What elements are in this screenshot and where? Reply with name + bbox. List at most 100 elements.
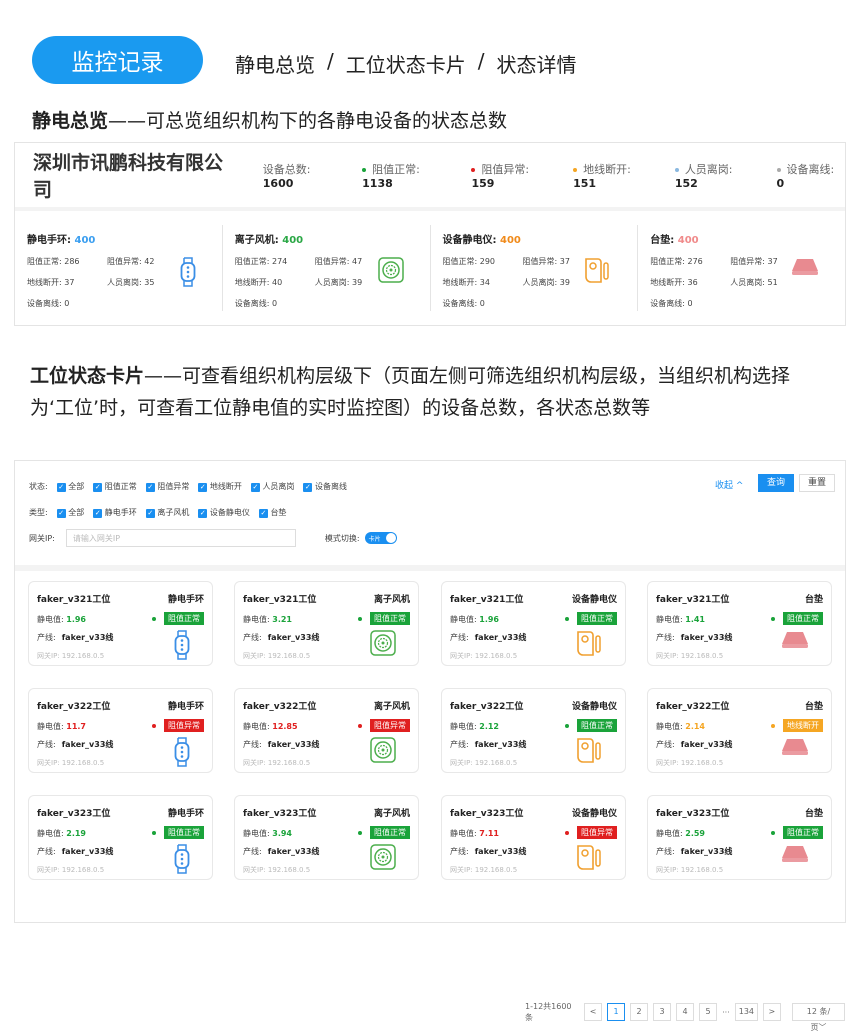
pagination: 1-12共1600条 < 1 2 3 4 5 ··· 134 > 12 条/页﹀ [525, 1001, 845, 1032]
type-checkbox-1[interactable]: ✓ 静电手环 [93, 507, 137, 518]
ion-fan-icon [370, 630, 396, 658]
gateway-ip: 网关IP: 192.168.0.5 [450, 866, 518, 874]
page-4[interactable]: 4 [676, 1003, 695, 1021]
device-stat: 地线断开: 37 [27, 278, 75, 287]
type-checkbox-3[interactable]: ✓ 设备静电仪 [198, 507, 250, 518]
checkbox-label: 阻值异常 [157, 482, 190, 491]
station-card[interactable]: faker_v322工位 台垫 静电值: 2.14 地线断开 产线: faker_… [647, 688, 832, 773]
static-value: 1.96 [66, 615, 86, 624]
device-stat-card: 离子风机: 400 阻值正常: 274 阻值异常: 47 地线断开: 40 人员离岗: … [223, 225, 431, 311]
static-meter-icon [575, 844, 603, 874]
table-mat-icon [781, 630, 809, 652]
table-mat-icon [781, 844, 809, 866]
station-card[interactable]: faker_v323工位 台垫 静电值: 2.59 阻值正常 产线: faker_… [647, 795, 832, 880]
status-checkbox-2[interactable]: ✓ 阻值异常 [145, 481, 190, 492]
collapse-button[interactable]: 收起 ^ [715, 481, 744, 491]
gateway-ip-input[interactable]: 请输入网关IP [65, 529, 296, 547]
status-dot [771, 723, 775, 728]
line-value: faker_v33线 [61, 633, 114, 642]
device-stat: 阻值异常: 37 [730, 257, 778, 266]
status-checkbox-1[interactable]: ✓ 阻值正常 [93, 481, 137, 492]
line-value: faker_v33线 [267, 847, 320, 856]
crumb-overview[interactable]: 静电总览 [235, 53, 315, 77]
crumb-sep: / [327, 49, 334, 73]
status-badge: 阻值异常 [577, 826, 617, 839]
reset-button[interactable]: 重置 [799, 474, 835, 492]
station-card[interactable]: faker_v321工位 静电手环 静电值: 1.96 阻值正常 产线: fake… [28, 581, 213, 666]
table-mat-icon [781, 737, 809, 759]
line-label: 产线: [656, 847, 675, 856]
page-1[interactable]: 1 [607, 1003, 626, 1021]
station-card[interactable]: faker_v323工位 离子风机 静电值: 3.94 阻值正常 产线: fake… [234, 795, 419, 880]
station-card[interactable]: faker_v323工位 静电手环 静电值: 2.19 阻值正常 产线: fake… [28, 795, 213, 880]
device-stats: 静电手环: 400 阻值正常: 286 阻值异常: 42 地线断开: 37 人员离岗: … [15, 211, 845, 325]
page-last[interactable]: 134 [734, 1003, 758, 1021]
next-page-button[interactable]: > [762, 1003, 781, 1021]
total-value: 1600 [262, 176, 294, 190]
pager-summary: 1-12共1600条 [525, 1002, 572, 1022]
status-checkbox-5[interactable]: ✓ 设备离线 [303, 481, 347, 492]
total-label: 阻值异常: [481, 162, 530, 176]
status-checkbox-4[interactable]: ✓ 人员离岗 [250, 481, 294, 492]
type-checkbox-4[interactable]: ✓ 台垫 [258, 507, 287, 518]
device-name: 台垫: [650, 235, 675, 246]
prev-page-button[interactable]: < [584, 1003, 603, 1021]
type-checkbox-2[interactable]: ✓ 离子风机 [145, 507, 189, 518]
type-checkbox-0[interactable]: ✓ 全部 [56, 507, 84, 518]
crumb-cards[interactable]: 工位状态卡片 [345, 53, 466, 77]
status-badge: 阻值正常 [577, 612, 617, 625]
device-stat: 设备离线: 0 [650, 299, 693, 308]
total-4: 人员离岗: 152 [674, 161, 759, 190]
ion-fan-icon [370, 737, 396, 765]
status-dot [152, 723, 156, 728]
gateway-ip: 网关IP: 192.168.0.5 [656, 652, 724, 660]
station-card[interactable]: faker_v321工位 离子风机 静电值: 3.21 阻值正常 产线: fake… [234, 581, 419, 666]
device-count: 400 [282, 235, 304, 246]
breadcrumb: 静电总览 / 工位状态卡片 / 状态详情 [235, 49, 577, 78]
status-dot [152, 830, 156, 835]
device-type: 设备静电仪 [571, 809, 617, 819]
device-stat: 人员离岗: 39 [314, 278, 363, 287]
device-stat-card: 台垫: 400 阻值正常: 276 阻值异常: 37 地线断开: 36 人员离岗: 51… [638, 225, 845, 311]
value-label: 静电值: [243, 829, 273, 838]
line-value: faker_v33线 [61, 847, 114, 856]
status-dot [565, 616, 569, 621]
checkbox-label: 台垫 [270, 508, 287, 517]
device-count: 400 [74, 235, 96, 246]
page-3[interactable]: 3 [653, 1003, 672, 1021]
status-checkbox-0[interactable]: ✓ 全部 [56, 481, 84, 492]
page-5[interactable]: 5 [699, 1003, 718, 1021]
status-dot [565, 830, 569, 835]
device-name: 设备静电仪: [442, 235, 497, 246]
station-card[interactable]: faker_v322工位 设备静电仪 静电值: 2.12 阻值正常 产线: fak… [441, 688, 626, 773]
monitor-records-pill[interactable]: 监控记录 [32, 36, 203, 84]
station-card[interactable]: faker_v321工位 台垫 静电值: 1.41 阻值正常 产线: faker_… [647, 581, 832, 666]
station-card[interactable]: faker_v323工位 设备静电仪 静电值: 7.11 阻值异常 产线: fak… [441, 795, 626, 880]
crumb-detail[interactable]: 状态详情 [496, 53, 577, 77]
static-value: 11.7 [66, 722, 86, 731]
static-meter-icon [575, 737, 603, 767]
checkbox-checked-icon: ✓ [258, 509, 268, 518]
station-card[interactable]: faker_v322工位 静电手环 静电值: 11.7 阻值异常 产线: fake… [28, 688, 213, 773]
status-dot [362, 167, 367, 172]
total-3: 地线断开: 151 [573, 161, 657, 190]
status-checkbox-3[interactable]: ✓ 地线断开 [198, 481, 242, 492]
value-label: 静电值: [450, 722, 480, 731]
total-label: 人员离岗: [684, 162, 733, 176]
device-stat: 阻值异常: 42 [107, 257, 155, 266]
mode-toggle[interactable]: 卡片 [364, 532, 397, 544]
ion-fan-icon [377, 257, 404, 285]
section1-heading: 静电总览——可总览组织机构下的各静电设备的状态总数 [32, 106, 507, 133]
station-card[interactable]: faker_v322工位 离子风机 静电值: 12.85 阻值异常 产线: fak… [234, 688, 419, 773]
station-card[interactable]: faker_v321工位 设备静电仪 静电值: 1.96 阻值正常 产线: fak… [441, 581, 626, 666]
page-size-select[interactable]: 12 条/页﹀ [791, 1003, 845, 1032]
gateway-ip: 网关IP: 192.168.0.5 [243, 866, 311, 874]
station-name: faker_v323工位 [656, 809, 730, 819]
station-name: faker_v321工位 [656, 595, 730, 605]
line-value: faker_v33线 [267, 740, 320, 749]
device-stat: 地线断开: 40 [234, 278, 283, 287]
page-2[interactable]: 2 [630, 1003, 649, 1021]
device-type: 离子风机 [373, 595, 410, 605]
pager-ellipsis[interactable]: ··· [722, 1007, 730, 1017]
query-button[interactable]: 查询 [758, 474, 794, 492]
